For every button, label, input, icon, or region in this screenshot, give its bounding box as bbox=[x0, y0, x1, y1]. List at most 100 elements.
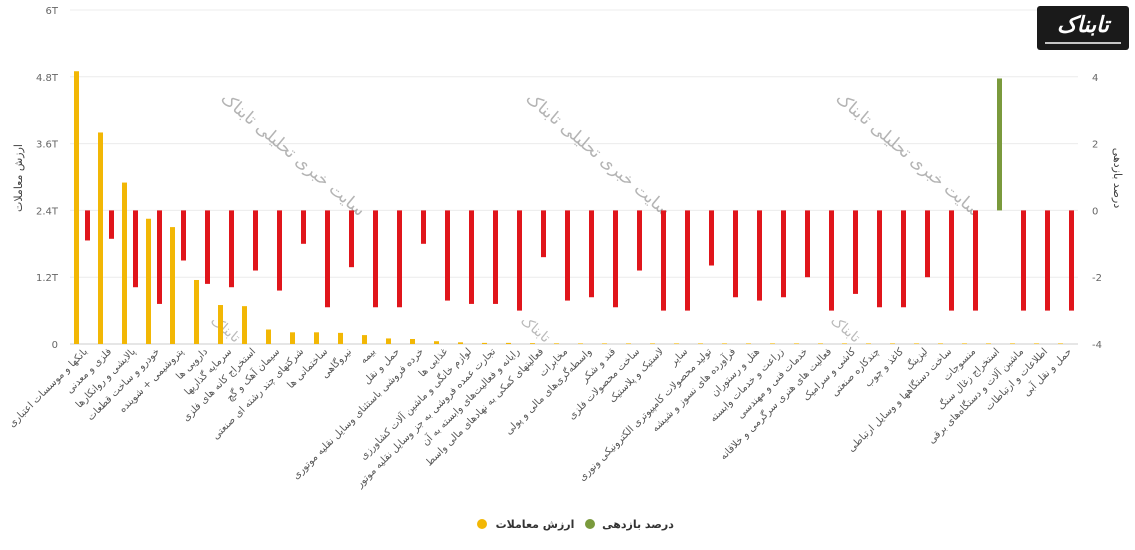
left-tick-label: 4.8T bbox=[36, 73, 59, 84]
return-bar bbox=[805, 210, 810, 278]
volume-bar bbox=[770, 343, 775, 344]
left-axis: 0 1.2T 2.4T 3.6T 4.8T 6T bbox=[36, 6, 59, 351]
return-bar bbox=[157, 210, 162, 304]
volume-bar bbox=[1010, 343, 1015, 344]
volume-bar bbox=[530, 343, 535, 344]
watermark-short: تابناک bbox=[517, 313, 553, 347]
logo-underline bbox=[1045, 42, 1121, 44]
return-bar bbox=[109, 210, 114, 239]
return-bar bbox=[589, 210, 594, 298]
volume-bar bbox=[626, 343, 631, 344]
legend: ارزش معاملات درصد بازدهی bbox=[477, 518, 674, 531]
return-bar bbox=[133, 210, 138, 288]
legend-item-return[interactable]: درصد بازدهی bbox=[585, 518, 674, 531]
return-bar bbox=[973, 210, 978, 311]
volume-bar bbox=[914, 343, 919, 344]
return-bar bbox=[685, 210, 690, 311]
watermark-short: تابناک bbox=[827, 313, 863, 347]
return-bar bbox=[373, 210, 378, 308]
watermark-short: تابناک bbox=[207, 313, 243, 347]
return-bar bbox=[229, 210, 234, 288]
logo-text: تابناک bbox=[1057, 12, 1109, 38]
volume-bar bbox=[434, 341, 439, 344]
return-bar bbox=[541, 210, 546, 258]
left-tick-label: 6T bbox=[46, 6, 59, 17]
return-bar bbox=[397, 210, 402, 308]
category-label: بیمه bbox=[358, 346, 378, 366]
volume-bar bbox=[410, 338, 415, 344]
return-bar bbox=[637, 210, 642, 271]
volume-bar bbox=[218, 305, 223, 344]
left-tick-label: 2.4T bbox=[36, 206, 59, 217]
volume-bar bbox=[578, 343, 583, 344]
return-bar bbox=[565, 210, 570, 301]
return-bar bbox=[877, 210, 882, 308]
volume-bar bbox=[362, 335, 367, 344]
volume-bar bbox=[170, 227, 175, 344]
volume-bar bbox=[674, 343, 679, 344]
volume-bar bbox=[818, 343, 823, 344]
return-bar bbox=[709, 210, 714, 266]
volume-bar bbox=[602, 343, 607, 344]
volume-bar bbox=[554, 343, 559, 344]
return-bar bbox=[853, 210, 858, 294]
return-bar bbox=[733, 210, 738, 298]
return-bar bbox=[613, 210, 618, 308]
volume-bar bbox=[98, 132, 103, 344]
volume-bar bbox=[866, 343, 871, 344]
legend-label-return: درصد بازدهی bbox=[602, 518, 674, 531]
legend-marker-return bbox=[585, 519, 595, 529]
return-bar bbox=[493, 210, 498, 304]
volume-bar bbox=[890, 343, 895, 344]
volume-bar bbox=[746, 343, 751, 344]
right-tick-label: 2 bbox=[1092, 140, 1098, 151]
return-bar bbox=[1021, 210, 1026, 311]
volume-bar bbox=[650, 343, 655, 344]
return-bar bbox=[1069, 210, 1074, 311]
return-bar bbox=[301, 210, 306, 244]
legend-item-volume[interactable]: ارزش معاملات bbox=[477, 518, 574, 531]
right-tick-label: -4 bbox=[1092, 340, 1102, 351]
left-axis-title: ارزش معاملات bbox=[12, 144, 25, 212]
return-bar bbox=[997, 78, 1002, 211]
return-bar bbox=[925, 210, 930, 278]
volume-bar bbox=[458, 342, 463, 344]
site-logo: تابناک bbox=[1037, 6, 1129, 50]
return-bar bbox=[85, 210, 90, 241]
volume-bar bbox=[842, 343, 847, 344]
left-tick-label: 3.6T bbox=[36, 140, 59, 151]
left-tick-label: 1.2T bbox=[36, 273, 59, 284]
return-bar bbox=[421, 210, 426, 244]
return-bar bbox=[445, 210, 450, 301]
legend-label-volume: ارزش معاملات bbox=[496, 518, 575, 531]
volume-bar bbox=[74, 71, 79, 344]
return-bar bbox=[253, 210, 258, 271]
watermark: سایت خبری تحلیلی تابناک bbox=[522, 89, 674, 221]
legend-marker-volume bbox=[477, 519, 487, 529]
return-bar bbox=[1045, 210, 1050, 311]
volume-bar bbox=[986, 343, 991, 344]
volume-bar bbox=[794, 343, 799, 344]
grid-layer bbox=[70, 9, 1078, 345]
right-axis-title: درصد بازدهی bbox=[1111, 148, 1124, 209]
return-bar bbox=[517, 210, 522, 311]
return-bar bbox=[205, 210, 210, 284]
right-tick-label: 4 bbox=[1092, 73, 1098, 84]
volume-bar bbox=[722, 343, 727, 344]
volume-bar bbox=[146, 218, 151, 344]
volume-bar bbox=[314, 332, 319, 344]
right-tick-label: 0 bbox=[1092, 206, 1098, 217]
return-bar bbox=[277, 210, 282, 291]
bars-layer bbox=[74, 71, 1074, 344]
return-bar bbox=[661, 210, 666, 311]
volume-bar bbox=[290, 332, 295, 344]
volume-bar bbox=[938, 343, 943, 344]
volume-bar bbox=[338, 332, 343, 344]
volume-bar bbox=[122, 182, 127, 344]
return-bar bbox=[349, 210, 354, 268]
return-bar bbox=[781, 210, 786, 298]
right-axis: -4-20246 bbox=[1092, 6, 1102, 351]
volume-bar bbox=[386, 338, 391, 344]
